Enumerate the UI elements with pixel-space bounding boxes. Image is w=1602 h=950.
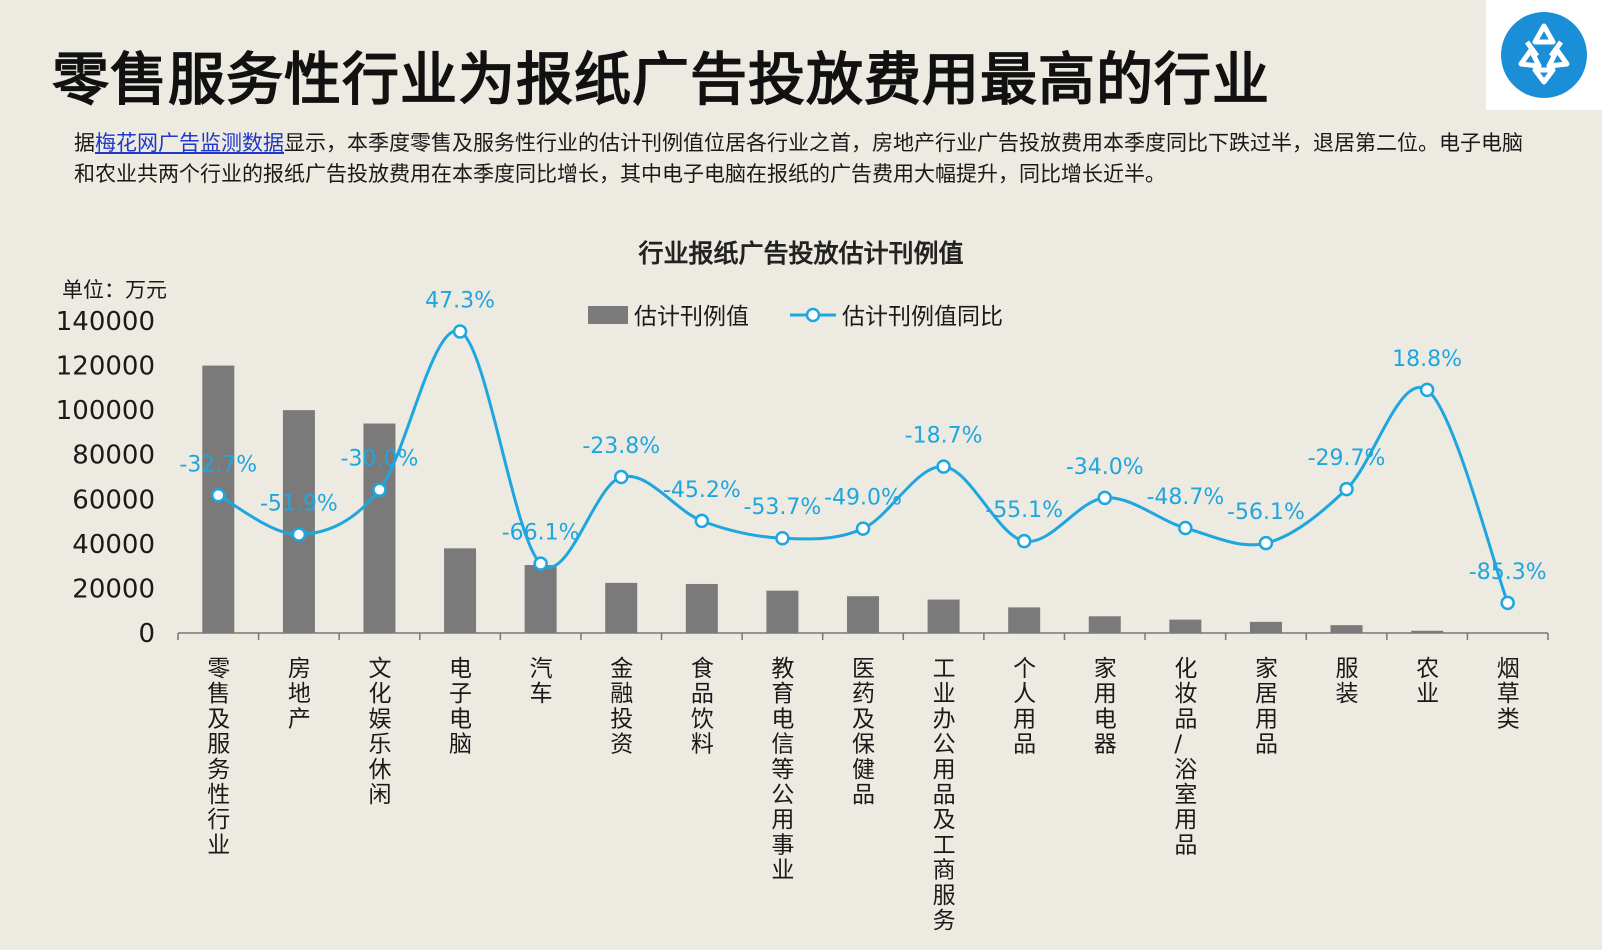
x-tick-label: 个人用品 — [1013, 656, 1036, 758]
y-tick-label: 40000 — [72, 530, 155, 560]
y-tick-label: 0 — [138, 619, 155, 649]
x-tick-label: 家居用品 — [1255, 656, 1278, 758]
y-tick-label: 20000 — [72, 574, 155, 604]
data-label: -32.7% — [179, 452, 257, 477]
data-point — [936, 459, 951, 474]
data-point — [1258, 535, 1274, 551]
x-tick-label: 服装 — [1336, 656, 1359, 707]
description-prefix: 据 — [74, 131, 95, 155]
bar — [1330, 625, 1363, 633]
data-point — [775, 530, 790, 546]
bar — [1169, 619, 1202, 633]
data-point — [533, 556, 548, 571]
data-label: -55.1% — [985, 498, 1063, 523]
data-label: -34.0% — [1066, 455, 1144, 480]
x-tick-label: 电子电脑 — [449, 656, 472, 758]
data-point — [613, 469, 629, 485]
data-point — [211, 488, 226, 503]
data-label: 18.8% — [1392, 347, 1462, 372]
data-point — [452, 324, 468, 339]
x-tick-label: 农业 — [1416, 656, 1439, 707]
x-tick-label: 房地产 — [288, 656, 311, 732]
page-title: 零售服务性行业为报纸广告投放费用最高的行业 — [52, 47, 1270, 113]
description: 据梅花网广告监测数据显示，本季度零售及服务性行业的估计刊例值位居各行业之首，房地… — [74, 128, 1524, 190]
y-tick-label: 140000 — [56, 307, 155, 337]
data-label: -85.3% — [1469, 560, 1547, 585]
data-label: -51.9% — [260, 492, 338, 517]
x-tick-label: 教育电信等公用事业 — [771, 656, 794, 884]
data-label: -18.7% — [905, 424, 983, 449]
series-line-yoy — [217, 329, 1510, 604]
legend-label-line: 估计刊例值同比 — [842, 304, 1003, 330]
bar — [1008, 607, 1041, 633]
bar — [444, 548, 477, 633]
bar — [1249, 621, 1282, 633]
y-tick-label: 60000 — [72, 485, 155, 515]
bar — [605, 582, 638, 633]
x-tick-label: 金融投资 — [610, 656, 633, 758]
x-tick-label: 食品饮料 — [691, 656, 714, 758]
x-tick-label: 医药及保健品 — [852, 656, 875, 808]
data-label: -23.8% — [582, 434, 660, 459]
data-label: -29.7% — [1308, 446, 1386, 471]
data-label: -66.1% — [502, 521, 580, 546]
y-tick-label: 80000 — [72, 441, 155, 471]
description-text: 显示，本季度零售及服务性行业的估计刊例值位居各行业之首，房地产行业广告投放费用本… — [74, 131, 1523, 186]
x-tick-label: 零售及服务性行业 — [207, 656, 230, 858]
data-point — [372, 482, 387, 497]
x-tick-label: 化妆品/浴室用品 — [1174, 656, 1197, 858]
data-label: -53.7% — [743, 495, 821, 520]
legend-swatch-marker — [805, 307, 821, 323]
legend-swatch-bar — [588, 306, 628, 324]
bar — [363, 423, 396, 633]
data-point — [1097, 490, 1113, 506]
bar — [927, 599, 960, 633]
x-tick-label: 文化娱乐休闲 — [368, 656, 391, 808]
x-tick-label: 烟草类 — [1497, 656, 1520, 732]
data-point — [291, 527, 307, 542]
y-tick-label: 100000 — [56, 396, 155, 426]
legend-label-bar: 估计刊例值 — [634, 304, 749, 330]
data-label: -30.0% — [341, 447, 419, 472]
bar — [524, 565, 557, 633]
data-point — [694, 513, 710, 529]
x-tick-label: 家用电器 — [1094, 656, 1117, 758]
bar — [766, 590, 799, 633]
logo — [1486, 0, 1602, 110]
data-point — [1016, 533, 1032, 549]
data-label: -49.0% — [824, 486, 902, 511]
bar — [1411, 630, 1444, 633]
x-tick-label: 工业办公用品及工商服务 — [933, 656, 956, 934]
bar — [1088, 616, 1121, 633]
data-label: -56.1% — [1227, 500, 1305, 525]
data-point — [1339, 481, 1354, 497]
meihua-data-link[interactable]: 梅花网广告监测数据 — [95, 131, 284, 155]
bar — [282, 410, 315, 633]
bar — [685, 583, 718, 633]
data-point — [1178, 520, 1193, 536]
meihua-flower-logo-icon — [1501, 12, 1587, 98]
x-tick-label: 汽车 — [530, 656, 553, 707]
y-tick-label: 120000 — [56, 352, 155, 382]
chart-title: 行业报纸广告投放估计刊例值 — [638, 239, 964, 268]
data-label: 47.3% — [425, 289, 495, 314]
data-point — [855, 521, 871, 536]
data-label: -48.7% — [1146, 485, 1224, 510]
bar — [847, 596, 879, 633]
data-label: -45.2% — [663, 478, 741, 503]
y-axis-unit-label: 单位：万元 — [62, 278, 167, 302]
data-point — [1500, 595, 1515, 611]
data-point — [1419, 382, 1435, 398]
